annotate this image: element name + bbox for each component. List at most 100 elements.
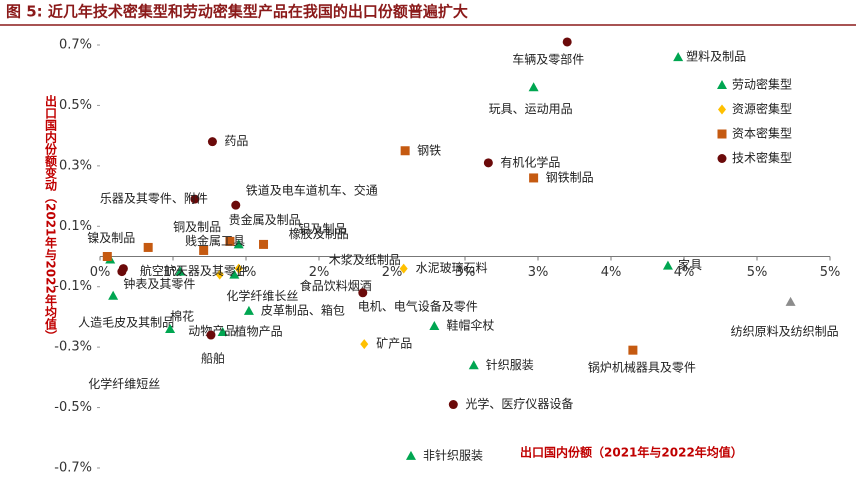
point bbox=[628, 345, 638, 355]
point bbox=[429, 320, 440, 330]
point bbox=[562, 37, 572, 47]
point-label: 家具 bbox=[678, 257, 702, 272]
x-tick-label: 4% bbox=[674, 265, 695, 280]
point-label: 钟表及其零件 bbox=[123, 276, 195, 291]
point-label: 化学纤维短丝 bbox=[88, 376, 160, 391]
point-label: 化学纤维长丝 bbox=[226, 288, 298, 303]
legend-marker bbox=[717, 154, 727, 163]
point bbox=[483, 158, 493, 168]
point-label: 鞋帽伞杖 bbox=[446, 317, 494, 332]
point bbox=[215, 269, 224, 280]
point-label: 玩具、运动用品 bbox=[489, 102, 573, 116]
legend-marker bbox=[717, 80, 727, 89]
point bbox=[217, 327, 228, 337]
y-tick-label: 0.1% bbox=[59, 219, 92, 234]
point-label: 锅炉机械器具及零件 bbox=[588, 360, 696, 375]
point bbox=[234, 263, 243, 274]
point bbox=[360, 339, 369, 350]
point-label: 木浆及纸制品 bbox=[329, 252, 401, 267]
point-label: 铁道及电车道机车、交通 bbox=[246, 183, 378, 198]
point-label: 航空航天器及其零件 bbox=[140, 263, 248, 278]
y-tick-label: -0.5% bbox=[54, 400, 92, 415]
point bbox=[229, 269, 240, 279]
point bbox=[165, 324, 176, 334]
point bbox=[206, 330, 216, 340]
point-label: 有机化学品 bbox=[500, 154, 560, 169]
point-label: 车辆及零部件 bbox=[512, 51, 584, 66]
point-label: 钢铁制品 bbox=[546, 170, 594, 184]
point bbox=[233, 239, 244, 249]
y-tick-label: 0.7% bbox=[59, 38, 92, 53]
point bbox=[199, 245, 209, 255]
point bbox=[785, 296, 796, 306]
point bbox=[468, 360, 479, 370]
x-tick-label: 0% bbox=[90, 265, 111, 280]
legend-label: 资源密集型 bbox=[732, 101, 792, 116]
x-tick-label: 1% bbox=[163, 265, 184, 280]
point-label: 非针织服装 bbox=[423, 447, 483, 462]
y-tick-label: 0.5% bbox=[59, 98, 92, 113]
point bbox=[528, 82, 539, 92]
point-label: 食品饮料烟酒 bbox=[300, 278, 372, 293]
point bbox=[448, 400, 458, 410]
point-label: 针织服装 bbox=[486, 357, 534, 372]
legend-marker bbox=[718, 104, 726, 115]
y-tick-label: -0.1% bbox=[54, 279, 92, 294]
point bbox=[662, 260, 673, 270]
legend-label: 劳动密集型 bbox=[732, 77, 792, 92]
point-label: 电机、电气设备及零件 bbox=[358, 298, 478, 313]
point-label: 水泥玻璃石料 bbox=[416, 261, 488, 275]
point bbox=[118, 264, 128, 274]
point-label: 药品 bbox=[224, 134, 248, 148]
chart-title: 图 5: 近几年技术密集型和劳动密集型产品在我国的出口份额普遍扩大 bbox=[6, 3, 468, 21]
point bbox=[190, 194, 200, 204]
y-tick-label: 0.3% bbox=[59, 158, 92, 173]
point-label: 纺织原料及纺织制品 bbox=[731, 324, 839, 338]
point-label: 乐器及其零件、附件 bbox=[100, 192, 208, 206]
point bbox=[243, 305, 254, 315]
point bbox=[673, 52, 684, 62]
point-label: 塑料及制品 bbox=[686, 49, 746, 64]
legend-label: 技术密集型 bbox=[732, 150, 792, 165]
x-axis-label: 出口国内份额（2021年与2022年均值） bbox=[520, 445, 743, 460]
point bbox=[399, 263, 408, 274]
point bbox=[529, 173, 539, 183]
y-tick-label: -0.7% bbox=[54, 461, 92, 476]
point-label: 船舶 bbox=[201, 351, 225, 366]
x-tick-label: 3% bbox=[528, 265, 549, 280]
x-tick-label: 2% bbox=[382, 265, 403, 280]
point-label: 棉花 bbox=[170, 309, 194, 324]
point bbox=[259, 239, 269, 249]
point-label: 橡胶及制品 bbox=[289, 226, 349, 241]
x-tick-label: 5% bbox=[747, 265, 768, 280]
point-label: 铜及制品 bbox=[173, 219, 221, 234]
y-tick-label: -0.3% bbox=[54, 340, 92, 355]
point bbox=[108, 290, 119, 300]
x-tick-label: 2% bbox=[309, 265, 330, 280]
point-label: 钢铁 bbox=[417, 143, 441, 157]
point-label: 光学、医疗仪器设备 bbox=[465, 396, 573, 411]
point-label: 镍及制品 bbox=[87, 231, 135, 245]
x-tick-label: 3% bbox=[455, 265, 476, 280]
point bbox=[175, 266, 186, 276]
legend-label: 资本密集型 bbox=[732, 126, 792, 141]
point-label: 贱金属工具 bbox=[185, 233, 245, 248]
y-axis-label: 出口国内份额变动（2021年与2022年均值） bbox=[44, 94, 58, 342]
point bbox=[358, 288, 368, 298]
x-tick-label: 5% bbox=[820, 265, 841, 280]
point-label: 人造毛皮及其制品 bbox=[78, 315, 174, 329]
point-label: 铝及制品 bbox=[299, 221, 347, 236]
point-label: 皮革制品、箱包 bbox=[261, 302, 345, 317]
legend-marker bbox=[717, 129, 727, 139]
point bbox=[400, 146, 410, 156]
point bbox=[207, 137, 217, 147]
point bbox=[231, 200, 241, 210]
point bbox=[102, 252, 112, 261]
point bbox=[405, 450, 416, 460]
x-tick-label: 4% bbox=[601, 265, 622, 280]
point-label: 矿产品 bbox=[376, 337, 412, 351]
point-label: 植物产品 bbox=[235, 324, 283, 339]
point bbox=[225, 236, 235, 246]
point-label: 贵金属及制品 bbox=[229, 212, 301, 227]
